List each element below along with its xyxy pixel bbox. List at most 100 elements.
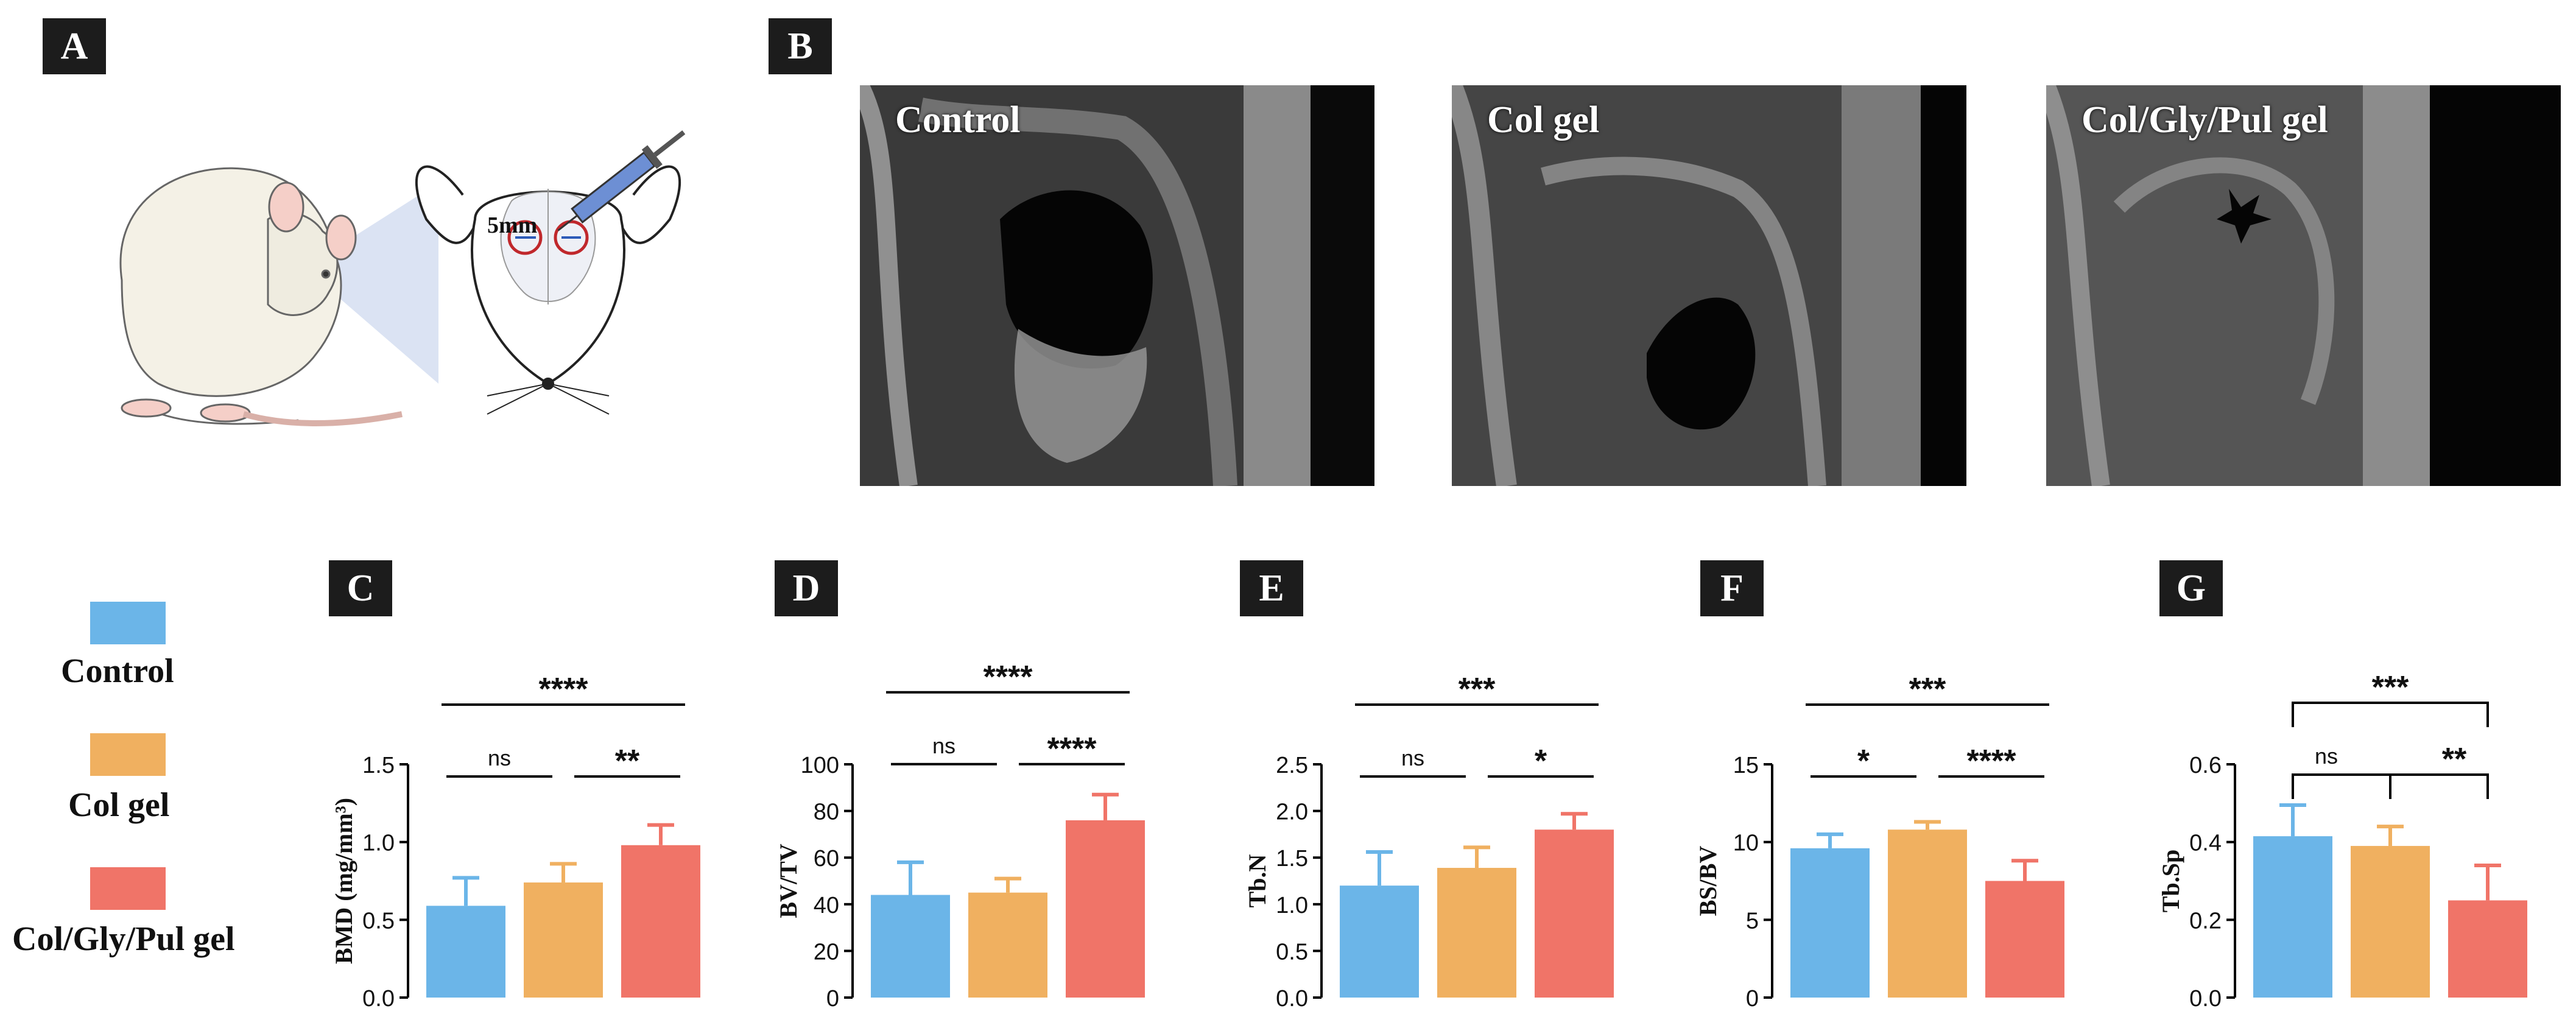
panel-label-d: D <box>775 560 838 616</box>
significance-label: *** <box>1459 672 1496 707</box>
micro-ct-image-col-gly-pul-gel: Col/Gly/Pul gel <box>2046 85 2561 486</box>
bar <box>1535 829 1614 998</box>
micro-ct-image-col-gel: Col gel <box>1452 85 1966 486</box>
significance-label: **** <box>539 672 589 707</box>
y-tick-label: 5 <box>1746 908 1759 934</box>
legend-swatch-col-gly-pul-gel <box>90 867 166 910</box>
bar <box>2448 900 2527 998</box>
syringe-icon <box>557 130 686 231</box>
y-tick-label: 0.5 <box>1276 939 1308 965</box>
micro-ct-image-control: Control <box>860 85 1374 486</box>
y-tick-label: 60 <box>814 846 839 871</box>
significance-label: ns <box>932 733 955 758</box>
bar <box>1066 820 1145 998</box>
significance-label: ** <box>615 744 640 779</box>
significance-bracket <box>2292 702 2489 728</box>
significance-label: * <box>1535 744 1547 779</box>
legend-label-col-gly-pul-gel: Col/Gly/Pul gel <box>12 920 235 958</box>
bar <box>1437 868 1516 998</box>
y-tick-label: 80 <box>814 800 839 825</box>
y-tick-label: 0.6 <box>2189 753 2222 778</box>
y-axis: 0 5 10 15 <box>1733 753 1773 1012</box>
significance-label: ** <box>2442 742 2467 777</box>
y-axis: 0.0 0.5 1.0 1.5 <box>362 753 409 1012</box>
significance-label: ns <box>488 745 511 770</box>
y-tick-label: 0.0 <box>2189 986 2222 1012</box>
y-tick-label: 0.0 <box>1276 986 1308 1012</box>
y-tick-label: 0.4 <box>2189 831 2222 856</box>
panel-label-a: A <box>43 18 106 74</box>
bar <box>1790 848 1870 998</box>
projection-cone <box>304 183 438 384</box>
y-tick-label: 40 <box>814 893 839 918</box>
y-axis-label: Tb.N <box>1244 854 1271 907</box>
panel-label-f: F <box>1700 560 1764 616</box>
chart-c: 0.0 0.5 1.0 1.5 BMD (mg/mm³) ** ns **** <box>317 621 731 1012</box>
chart-e-svg: 0.00.51.01.52.02.5Tb.Nns **** <box>1244 672 1614 1012</box>
legend-label-control: Control <box>61 652 174 690</box>
chart-f: 0 5 10 15 BS/BV * **** *** <box>1681 621 2095 1012</box>
bar <box>1985 881 2064 998</box>
significance-label: ns <box>2315 744 2338 769</box>
panel-label-g: G <box>2159 560 2223 616</box>
chart-g: 0.0 0.2 0.4 0.6 Tb.Sp ns ** *** <box>2144 621 2558 1012</box>
y-axis-label: BMD (mg/mm³) <box>330 798 357 964</box>
y-tick-label: 2.5 <box>1276 753 1308 778</box>
mouse-head-icon <box>415 165 681 415</box>
bar <box>2351 846 2430 998</box>
legend-label-col-gel: Col gel <box>68 786 170 824</box>
illustration-panel: 5mm <box>85 122 755 463</box>
y-tick-label: 0 <box>826 986 839 1012</box>
significance-label: **** <box>984 660 1033 695</box>
y-tick-label: 0 <box>1746 986 1759 1012</box>
bar <box>2253 836 2332 998</box>
bar <box>426 906 505 998</box>
y-tick-label: 100 <box>801 753 839 778</box>
panel-label-b: B <box>769 18 832 74</box>
bar <box>621 845 700 998</box>
y-axis: 0.0 0.5 1.0 1.5 2.0 2.5 <box>1276 753 1323 1012</box>
bar <box>1340 885 1419 998</box>
panel-label-c: C <box>329 560 392 616</box>
y-axis-label: BS/BV <box>1694 846 1722 917</box>
significance-label: **** <box>1967 744 2017 779</box>
significance-label: *** <box>2372 670 2409 705</box>
chart-d-svg: 0 20 40 60 80 100 BV/TV ns **** **** <box>775 660 1145 1012</box>
bar <box>871 895 950 998</box>
y-tick-label: 15 <box>1733 753 1759 778</box>
significance-bracket <box>2389 773 2489 800</box>
panel-label-e: E <box>1240 560 1303 616</box>
y-axis: 0 20 40 60 80 100 <box>801 753 854 1012</box>
y-tick-label: 2.0 <box>1276 800 1308 825</box>
y-axis: 0.0 0.2 0.4 0.6 <box>2189 753 2236 1012</box>
significance-bracket <box>2292 773 2391 800</box>
y-tick-label: 1.0 <box>1276 893 1308 918</box>
y-tick-label: 0.5 <box>362 908 395 934</box>
y-axis-label: Tb.Sp <box>2157 850 2184 912</box>
y-tick-label: 20 <box>814 939 839 965</box>
micro-ct-label-col-gel: Col gel <box>1487 99 1600 141</box>
y-tick-label: 0.0 <box>362 986 395 1012</box>
legend-swatch-col-gel <box>90 733 166 776</box>
chart-d: 0 20 40 60 80 100 BV/TV ns **** **** <box>761 621 1175 1012</box>
y-tick-label: 0.2 <box>2189 908 2222 934</box>
significance-label: ns <box>1401 745 1424 770</box>
significance-label: * <box>1857 744 1870 779</box>
distance-label: 5mm <box>487 213 537 238</box>
significance-label: *** <box>1909 672 1946 707</box>
y-tick-label: 1.0 <box>362 831 395 856</box>
chart-e: 0.0 0.5 1.0 1.5 2.0 2.5 Tb.N ns * *** <box>1230 621 1644 1012</box>
bar <box>1888 829 1967 998</box>
y-tick-label: 10 <box>1733 831 1759 856</box>
micro-ct-label-col-gly-pul-gel: Col/Gly/Pul gel <box>2082 99 2328 141</box>
legend-swatch-control <box>90 602 166 644</box>
bar <box>524 882 603 998</box>
micro-ct-label-control: Control <box>895 99 1021 141</box>
significance-label: **** <box>1047 731 1097 767</box>
y-tick-label: 1.5 <box>362 753 395 778</box>
y-axis-label: BV/TV <box>775 843 802 918</box>
legend: Control Col gel Col/Gly/Pul gel <box>0 579 304 1005</box>
